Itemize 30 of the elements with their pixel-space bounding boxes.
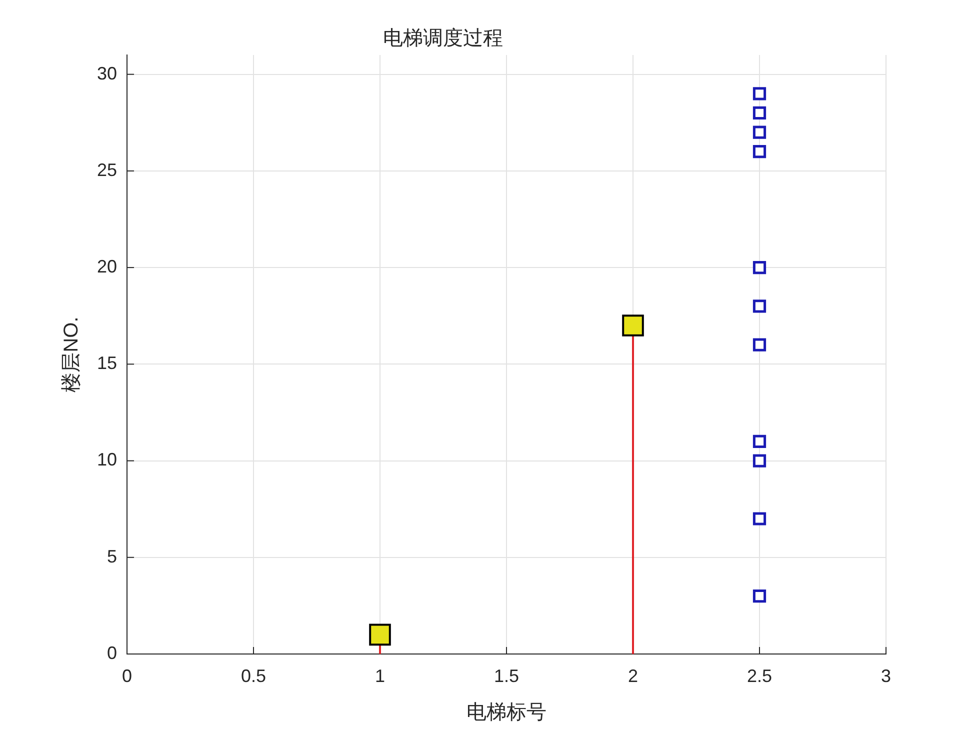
point (622, 314, 644, 336)
x-axis-title: 电梯标号 (466, 702, 546, 724)
point (752, 300, 766, 313)
x-tick-label: 0 (122, 666, 132, 686)
point (752, 589, 766, 603)
y-tick-label: 30 (96, 63, 117, 84)
x-tick-label: 1.5 (494, 666, 520, 686)
y-tick-label: 0 (106, 642, 117, 663)
point (752, 106, 766, 120)
y-axis-title: 楼层NO. (60, 316, 83, 392)
x-tick-label: 3 (880, 666, 892, 686)
y-tick-label: 15 (96, 353, 117, 374)
y-tick-label: 10 (96, 450, 117, 470)
point (752, 454, 766, 468)
point (752, 260, 766, 274)
y-tick-label: 20 (96, 256, 117, 277)
y-tick-label: 25 (96, 160, 117, 180)
point (752, 512, 766, 526)
y-tick-label: 5 (106, 546, 117, 566)
x-tick-label: 2.5 (746, 666, 772, 686)
point (752, 338, 766, 352)
point (752, 87, 766, 100)
point (752, 145, 766, 158)
x-tick-label: 1 (374, 666, 386, 686)
point (752, 126, 766, 139)
x-tick-label: 0.5 (240, 666, 266, 686)
x-tick-label: 2 (628, 666, 638, 686)
chart-title: 电梯调度过程 (383, 28, 503, 50)
point (369, 624, 391, 646)
point (752, 434, 766, 448)
